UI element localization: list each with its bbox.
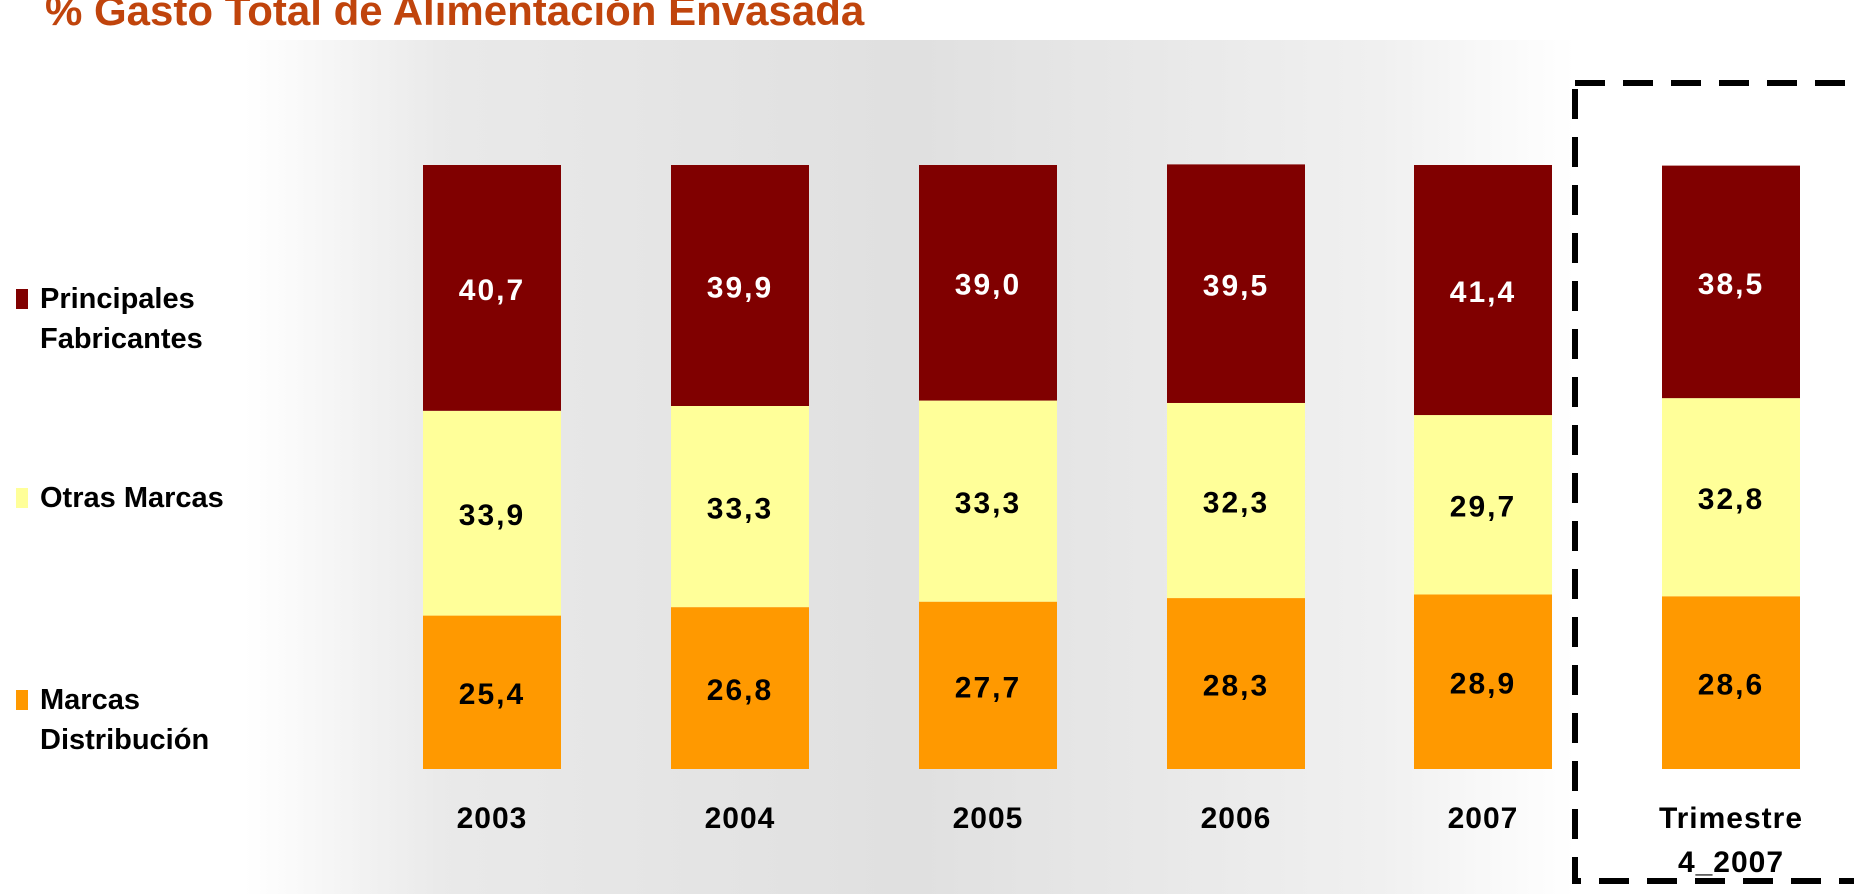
x-tick-label: 2006 bbox=[1200, 802, 1272, 835]
data-label: 32,8 bbox=[1698, 483, 1764, 516]
bar-segment bbox=[671, 607, 809, 769]
data-label: 29,7 bbox=[1450, 491, 1516, 524]
bar-segment bbox=[1662, 596, 1800, 769]
data-label: 40,7 bbox=[459, 274, 525, 307]
bar-segment bbox=[1167, 598, 1305, 769]
data-label: 33,3 bbox=[955, 487, 1021, 520]
data-label: 41,4 bbox=[1450, 276, 1516, 309]
legend-swatch bbox=[16, 289, 28, 309]
highlight-box bbox=[1572, 80, 1854, 884]
bar-segment bbox=[671, 165, 809, 406]
bar-segment bbox=[423, 615, 561, 769]
bar-segment bbox=[1167, 402, 1305, 599]
bar-segment bbox=[1662, 398, 1800, 597]
bar-segment bbox=[919, 601, 1057, 769]
x-tick-label: 2004 bbox=[704, 802, 776, 835]
data-label: 39,9 bbox=[707, 271, 773, 304]
x-tick-label: 2005 bbox=[952, 802, 1024, 835]
data-label: 38,5 bbox=[1698, 268, 1764, 301]
data-label: 28,3 bbox=[1203, 669, 1269, 702]
bar-segment bbox=[671, 405, 809, 608]
bar-segment bbox=[1414, 165, 1552, 416]
data-label: 39,5 bbox=[1203, 270, 1269, 303]
x-tick-label: 2003 bbox=[456, 802, 528, 835]
data-label: 33,3 bbox=[707, 492, 773, 525]
bar-segment bbox=[919, 400, 1057, 602]
legend-label: Otras Marcas bbox=[40, 482, 224, 514]
legend-swatch bbox=[16, 690, 28, 710]
bar-segment bbox=[423, 410, 561, 616]
data-label: 33,9 bbox=[459, 499, 525, 532]
bar-segment bbox=[423, 165, 561, 411]
data-label: 25,4 bbox=[459, 678, 525, 711]
legend-swatch bbox=[16, 488, 28, 508]
data-label: 39,0 bbox=[955, 269, 1021, 302]
legend-label: Marcas Distribución bbox=[40, 684, 210, 756]
x-tick-label: Trimestre 4_2007 bbox=[1658, 802, 1804, 879]
bar-segment bbox=[919, 165, 1057, 401]
data-label: 27,7 bbox=[955, 671, 1021, 704]
data-label: 32,3 bbox=[1203, 486, 1269, 519]
legend-label: Principales Fabricantes bbox=[40, 283, 203, 355]
bar-segment bbox=[1167, 164, 1305, 403]
data-label: 26,8 bbox=[707, 674, 773, 707]
bar-segment bbox=[1662, 165, 1800, 399]
bar-segment bbox=[1414, 415, 1552, 595]
x-tick-label: 2007 bbox=[1447, 802, 1519, 835]
data-label: 28,9 bbox=[1450, 668, 1516, 701]
bar-segment bbox=[1414, 594, 1552, 769]
data-label: 28,6 bbox=[1698, 669, 1764, 702]
chart-title: % Gasto Total de Alimentación Envasada bbox=[45, 0, 865, 34]
